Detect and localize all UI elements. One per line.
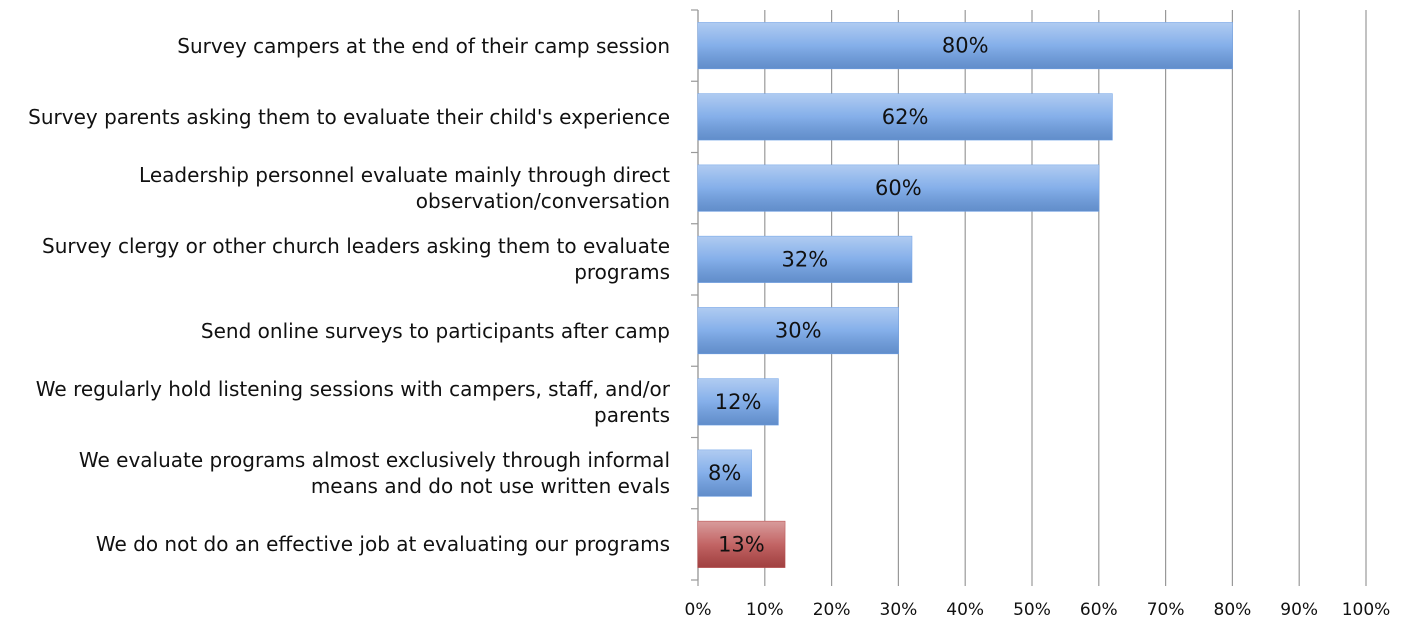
y-tick-label: Survey clergy or other church leaders as… [42, 234, 670, 285]
bar-shine [698, 450, 752, 497]
value-label: 13% [718, 532, 765, 556]
value-label: 60% [875, 176, 922, 200]
x-tick-label: 30% [880, 600, 918, 620]
y-tick-label: Survey campers at the end of their camp … [177, 33, 670, 58]
x-tick-label: 70% [1147, 600, 1185, 620]
y-tick-label: We regularly hold listening sessions wit… [35, 376, 670, 427]
value-label: 32% [782, 247, 829, 271]
x-tick-label: 60% [1080, 600, 1118, 620]
value-label: 62% [882, 105, 929, 129]
bar-shine [698, 165, 1099, 212]
value-label: 8% [708, 461, 741, 485]
y-tick-label: Leadership personnel evaluate mainly thr… [139, 163, 670, 214]
x-tick-label: 90% [1280, 600, 1318, 620]
bar-shine [698, 22, 1233, 69]
x-tick-label: 0% [685, 600, 712, 620]
bar-shine [698, 307, 899, 354]
y-tick-label: Survey parents asking them to evaluate t… [28, 104, 670, 129]
bar-shine [698, 378, 779, 425]
x-tick-label: 50% [1013, 600, 1051, 620]
bar-shine [698, 93, 1113, 140]
bar-shine [698, 236, 912, 283]
y-tick-label: We do not do an effective job at evaluat… [95, 532, 670, 557]
x-tick-label: 80% [1214, 600, 1252, 620]
bar-shine [698, 521, 785, 568]
y-tick-label: We evaluate programs almost exclusively … [78, 448, 670, 499]
x-tick-label: 10% [746, 600, 784, 620]
value-label: 30% [775, 319, 822, 343]
x-tick-label: 20% [813, 600, 851, 620]
value-label: 80% [942, 34, 989, 58]
x-tick-label: 40% [946, 600, 984, 620]
x-tick-label: 100% [1342, 600, 1391, 620]
value-label: 12% [715, 390, 762, 414]
y-tick-label: Send online surveys to participants afte… [200, 318, 670, 343]
